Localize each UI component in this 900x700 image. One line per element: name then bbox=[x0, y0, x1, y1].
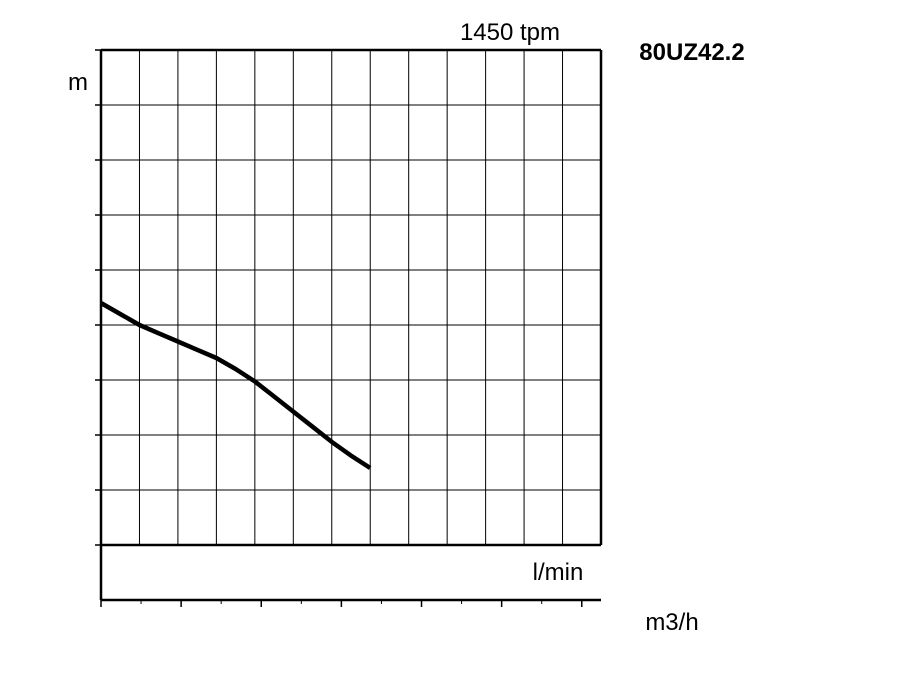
model-label: 80UZ42.2 bbox=[639, 39, 744, 66]
series-layer bbox=[99, 301, 372, 470]
pump-curve-line bbox=[99, 301, 372, 470]
x-axis-m3h-unit: m3/h bbox=[645, 609, 698, 636]
chart-grid bbox=[101, 50, 601, 547]
chart-title: 1450 tpm bbox=[460, 19, 560, 46]
chart-frame bbox=[95, 48, 603, 607]
x-axis-lpm-unit: l/min bbox=[533, 559, 584, 586]
y-axis-unit: m bbox=[68, 69, 88, 96]
